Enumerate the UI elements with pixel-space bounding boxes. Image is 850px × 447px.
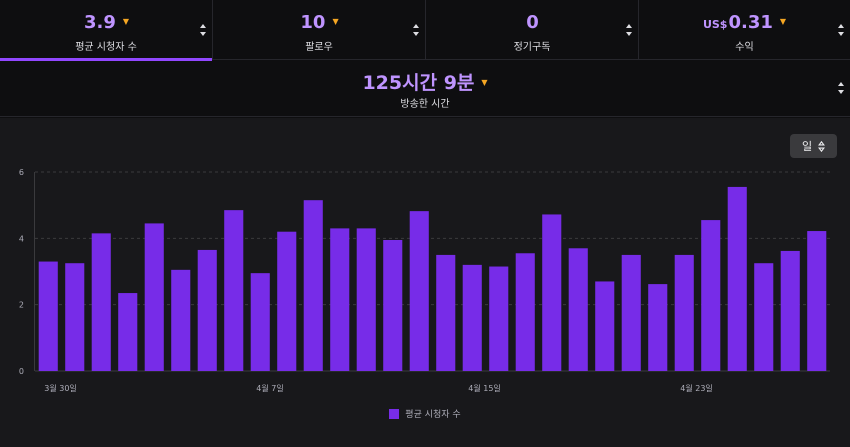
bar[interactable] — [701, 220, 721, 371]
bar[interactable] — [330, 228, 350, 371]
bar[interactable] — [436, 254, 456, 371]
stat-value: 10 — [300, 12, 326, 33]
bar[interactable] — [515, 253, 535, 371]
bar[interactable] — [595, 281, 615, 371]
sort-arrows-icon[interactable] — [837, 23, 845, 37]
stat-value: 0 — [526, 12, 539, 33]
legend-label: 평균 시청자 수 — [405, 410, 461, 420]
stat-prefix: US$ — [702, 18, 728, 31]
bar[interactable] — [727, 186, 747, 371]
bar[interactable] — [489, 266, 509, 371]
bar[interactable] — [383, 239, 403, 371]
stat-tab-avg-viewers[interactable]: 3.9 ▼ 평균 시청자 수 — [0, 0, 213, 61]
caret-down-icon[interactable]: ▼ — [332, 17, 339, 26]
sort-arrows-icon[interactable] — [412, 23, 420, 37]
period-select[interactable]: 일 — [790, 134, 837, 158]
bar[interactable] — [674, 254, 694, 371]
y-tick-label: 4 — [19, 234, 24, 243]
x-tick-label: 3월 30일 — [44, 383, 77, 393]
stat-tab-hours-streamed[interactable]: 125시간 9분 ▼ 방송한 시간 — [0, 61, 850, 117]
chart-legend[interactable]: 평균 시청자 수 — [0, 407, 850, 420]
sort-arrows-icon[interactable] — [199, 23, 207, 37]
bar[interactable] — [542, 214, 562, 371]
stat-tab-follows[interactable]: 10 ▼ 팔로우 — [213, 0, 426, 60]
bar[interactable] — [754, 263, 774, 371]
caret-down-icon[interactable]: ▼ — [122, 17, 130, 26]
y-tick-label: 2 — [19, 301, 24, 310]
bar[interactable] — [409, 211, 429, 371]
x-tick-label: 4월 15일 — [468, 383, 501, 393]
bar[interactable] — [648, 284, 668, 371]
stat-label: 정기구독 — [513, 42, 551, 53]
chart-panel: 0 2 4 6 3월 30일 4월 7일 4월 15일 4월 23일 일 평균 시청자 수 — [0, 118, 850, 447]
caret-down-icon[interactable]: ▼ — [779, 17, 787, 26]
stat-label: 수익 — [735, 42, 754, 53]
bar[interactable] — [224, 210, 244, 371]
y-tick-label: 6 — [19, 168, 24, 177]
x-tick-label: 4월 23일 — [680, 383, 713, 393]
bar[interactable] — [303, 200, 323, 371]
stat-tab-revenue[interactable]: US$ 0.31 ▼ 수익 — [639, 0, 850, 60]
bar[interactable] — [65, 263, 85, 371]
legend-swatch — [389, 408, 400, 419]
sort-arrows-icon[interactable] — [837, 81, 845, 95]
period-select-label: 일 — [801, 140, 813, 153]
bar[interactable] — [277, 231, 297, 371]
stat-value: 125시간 9분 — [362, 72, 475, 94]
stat-label: 평균 시청자 수 — [75, 42, 137, 53]
x-tick-label: 4월 7일 — [256, 383, 283, 393]
bar[interactable] — [356, 228, 376, 371]
bar[interactable] — [807, 231, 827, 371]
bar[interactable] — [568, 248, 588, 371]
bar[interactable] — [38, 261, 58, 371]
bar[interactable] — [144, 223, 164, 371]
caret-down-icon[interactable]: ▼ — [481, 78, 488, 87]
stat-value: 0.31 — [728, 12, 773, 33]
stat-tab-subscriptions[interactable]: 0 정기구독 — [426, 0, 639, 60]
sort-arrows-icon[interactable] — [625, 23, 633, 37]
sort-arrows-icon — [818, 140, 826, 152]
bar[interactable] — [621, 254, 641, 371]
bar-chart: 0 2 4 6 3월 30일 4월 7일 4월 15일 4월 23일 — [19, 168, 830, 393]
stat-label: 팔로우 — [305, 42, 333, 53]
stat-label: 방송한 시간 — [400, 99, 450, 110]
bar[interactable] — [250, 273, 270, 371]
bar[interactable] — [118, 293, 138, 371]
bar[interactable] — [462, 264, 482, 371]
y-tick-label: 0 — [19, 367, 24, 376]
stat-value: 3.9 — [83, 12, 116, 33]
bar[interactable] — [197, 249, 217, 371]
stats-tabs: 3.9 ▼ 평균 시청자 수 10 ▼ 팔로우 0 정기구독 US$ 0.31 … — [0, 0, 850, 61]
bar[interactable] — [91, 233, 111, 371]
bar[interactable] — [780, 250, 800, 371]
bar[interactable] — [171, 269, 191, 371]
